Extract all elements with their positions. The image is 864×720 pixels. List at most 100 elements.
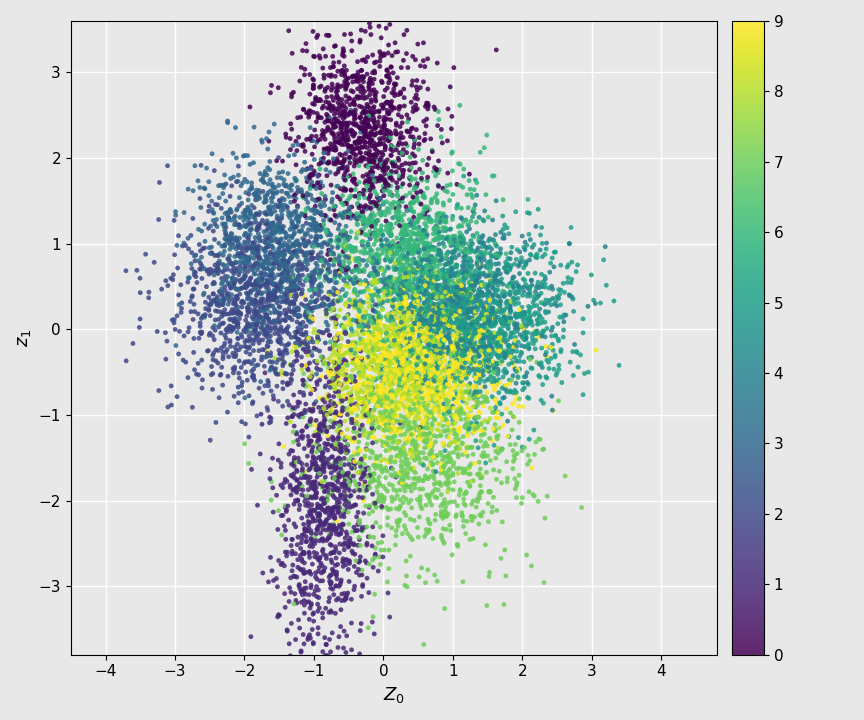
Point <box>378 384 391 396</box>
Point <box>274 240 288 251</box>
Point <box>453 443 467 454</box>
Point <box>314 557 327 569</box>
Point <box>529 436 543 448</box>
Point <box>406 394 420 405</box>
Point <box>424 311 438 323</box>
Point <box>371 201 384 212</box>
Point <box>397 318 410 330</box>
Point <box>264 413 278 424</box>
Point <box>285 217 299 229</box>
Point <box>446 290 460 302</box>
Point <box>528 307 542 319</box>
Point <box>481 325 495 337</box>
Point <box>486 379 499 391</box>
Point <box>407 342 421 354</box>
Point <box>319 472 333 483</box>
Point <box>435 508 448 520</box>
Point <box>461 264 475 275</box>
Point <box>337 348 351 360</box>
Point <box>457 387 471 398</box>
Point <box>405 436 419 447</box>
Point <box>255 276 269 288</box>
Point <box>480 350 493 361</box>
Point <box>255 312 269 324</box>
Point <box>422 517 435 528</box>
Point <box>336 321 350 333</box>
Point <box>417 366 431 378</box>
Point <box>353 176 366 188</box>
Point <box>381 287 395 298</box>
Point <box>549 330 562 342</box>
Point <box>512 393 526 405</box>
Point <box>313 225 327 236</box>
Point <box>384 230 397 241</box>
Point <box>454 230 467 242</box>
Point <box>283 289 297 301</box>
Point <box>300 134 314 145</box>
Point <box>381 456 395 468</box>
Point <box>247 211 261 222</box>
Point <box>366 181 380 193</box>
Point <box>315 252 329 264</box>
Point <box>536 325 550 337</box>
Point <box>142 292 156 304</box>
Point <box>391 376 405 387</box>
Point <box>356 356 370 367</box>
Point <box>318 516 332 528</box>
Point <box>341 388 355 400</box>
Point <box>416 416 429 428</box>
Point <box>293 334 307 346</box>
Point <box>397 209 411 220</box>
Point <box>307 107 321 118</box>
Point <box>403 300 417 311</box>
Point <box>283 230 296 242</box>
Point <box>486 269 500 281</box>
Point <box>450 389 464 400</box>
Point <box>316 220 330 232</box>
Point <box>360 537 374 549</box>
Point <box>334 459 347 471</box>
Point <box>310 428 324 440</box>
Point <box>451 403 465 415</box>
Point <box>382 262 396 274</box>
Point <box>364 405 378 416</box>
Point <box>430 289 444 301</box>
Point <box>438 216 452 228</box>
Point <box>308 571 322 582</box>
Point <box>283 241 297 253</box>
Point <box>384 427 397 438</box>
Point <box>336 162 350 174</box>
Point <box>405 344 419 356</box>
Point <box>381 48 395 59</box>
Point <box>505 357 519 369</box>
Point <box>397 165 410 176</box>
Point <box>424 300 438 312</box>
Point <box>181 276 194 288</box>
Point <box>417 397 431 409</box>
Point <box>411 440 425 451</box>
Point <box>408 302 422 313</box>
Point <box>437 372 451 383</box>
Point <box>473 268 487 279</box>
Point <box>201 222 215 234</box>
Point <box>439 211 453 222</box>
Point <box>389 307 403 318</box>
Point <box>526 338 540 349</box>
Point <box>213 192 226 204</box>
Point <box>484 308 498 320</box>
Point <box>229 219 243 230</box>
Point <box>399 555 413 567</box>
Point <box>272 284 286 295</box>
Point <box>359 471 373 482</box>
Point <box>434 357 448 369</box>
Point <box>312 554 326 565</box>
Point <box>402 243 416 254</box>
Point <box>340 347 354 359</box>
Point <box>410 84 424 96</box>
Point <box>334 228 348 240</box>
Point <box>276 268 289 279</box>
Point <box>478 395 492 407</box>
Point <box>370 362 384 374</box>
Point <box>207 294 221 305</box>
Point <box>463 279 477 290</box>
